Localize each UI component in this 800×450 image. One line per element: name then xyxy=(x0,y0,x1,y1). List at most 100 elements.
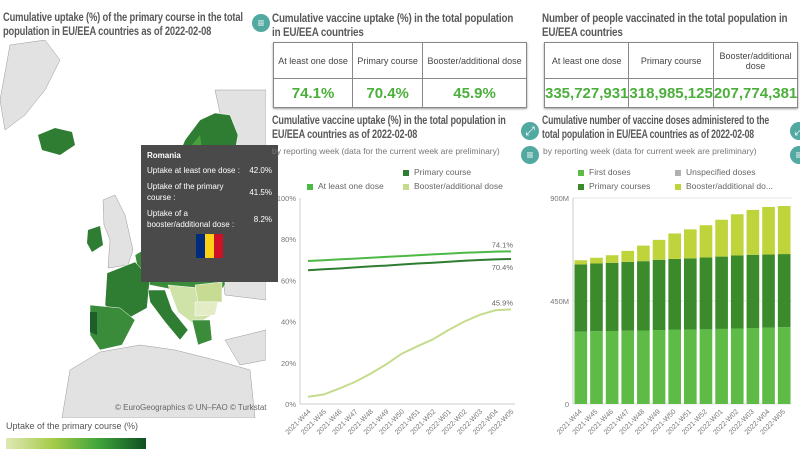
y-tick-label: 0 xyxy=(565,400,569,409)
uptake-table: At least one dose Primary course Booster/a… xyxy=(272,42,527,108)
legend-label: Booster/additional do... xyxy=(686,181,773,191)
greenland-shape xyxy=(0,40,61,131)
value-cell: 70.4% xyxy=(352,78,424,108)
bar-segment xyxy=(715,219,728,257)
header-cell: At least one dose xyxy=(543,42,630,79)
bar-segment xyxy=(730,328,744,404)
bar-segment xyxy=(777,206,791,255)
bar-segment xyxy=(668,258,681,330)
bar-segment xyxy=(715,256,728,329)
y-tick-label: 900M xyxy=(550,194,569,203)
bar-segment xyxy=(590,257,603,264)
legend-item[interactable]: Primary course xyxy=(403,167,471,177)
header-cell: Booster/additional dose xyxy=(712,42,799,79)
people-table-title: Number of people vaccinated in the total… xyxy=(542,11,788,39)
tooltip-label: Uptake at least one dose : xyxy=(147,166,240,175)
value-cell: 335,727,931 xyxy=(543,78,630,108)
legend-label: Unspecified doses xyxy=(686,167,756,177)
bar-segment xyxy=(746,209,760,255)
expand-icon[interactable]: ⤢ xyxy=(521,122,539,140)
legend-label: Primary course xyxy=(414,167,472,177)
people-table: At least one dose Primary course Booster/a… xyxy=(543,42,799,108)
bar-segment xyxy=(652,239,666,260)
tooltip-row: Uptake of the primary course : 41.5% xyxy=(147,181,272,203)
bar-segment xyxy=(699,257,713,330)
header-cell: Primary course xyxy=(352,42,424,79)
bar-segment xyxy=(652,259,666,331)
header-cell: Booster/additional dose xyxy=(422,42,527,79)
bar-segment xyxy=(746,254,760,329)
bar-segment xyxy=(668,233,681,259)
y-tick-label: 100% xyxy=(277,194,297,203)
bar-segment xyxy=(590,263,603,332)
line-chart-title: Cumulative vaccine uptake (%) in the tot… xyxy=(272,113,506,141)
bar-segment xyxy=(684,258,697,330)
legend-item[interactable]: Booster/additional do... xyxy=(675,181,773,191)
bar-segment xyxy=(684,329,697,404)
tooltip-row: Uptake of a booster/additional dose : 8.2… xyxy=(147,208,272,230)
legend-label: Primary courses xyxy=(589,181,651,191)
legend-item[interactable]: Primary courses xyxy=(578,181,650,191)
bar-segment xyxy=(590,331,603,404)
bar-segment xyxy=(715,328,728,404)
bar-segment xyxy=(668,329,681,404)
y-tick-label: 80% xyxy=(281,235,296,244)
tooltip-row: Uptake at least one dose : 42.0% xyxy=(147,165,272,176)
tooltip-value: 41.5% xyxy=(249,187,272,197)
bar-segment xyxy=(605,255,619,263)
y-tick-label: 0% xyxy=(285,400,296,409)
bar-segment xyxy=(777,254,791,328)
map-legend-gradient xyxy=(6,438,146,449)
legend-label: At least one dose xyxy=(318,181,384,191)
tooltip-label: Uptake of the primary course : xyxy=(147,182,224,202)
legend-item[interactable]: At least one dose xyxy=(307,181,384,191)
data-label: 45.9% xyxy=(492,298,514,307)
line-chart[interactable]: 0%20%40%60%80%100%2021-W442021-W452021-W… xyxy=(270,192,525,450)
legend-item[interactable]: First doses xyxy=(578,167,631,177)
y-tick-label: 20% xyxy=(281,359,296,368)
bar-segment xyxy=(746,328,760,404)
bar-segment xyxy=(574,331,588,404)
bar-segment xyxy=(762,206,775,255)
bar-segment xyxy=(637,261,650,331)
data-label: 74.1% xyxy=(492,240,514,249)
expand-icon[interactable]: ⤢ xyxy=(790,122,800,140)
bar-segment xyxy=(652,330,666,404)
y-tick-label: 40% xyxy=(281,318,296,327)
bar-segment xyxy=(621,330,635,404)
bar-segment xyxy=(605,262,619,331)
series-line-at-least-one-dose xyxy=(307,250,512,262)
bar-segment xyxy=(621,250,635,262)
bar-chart-title: Cumulative number of vaccine doses admin… xyxy=(542,113,770,141)
menu-icon[interactable]: ≡ xyxy=(252,14,270,32)
bar-segment xyxy=(777,327,791,404)
map-tooltip: Romania Uptake at least one dose :42.0% … xyxy=(141,145,278,282)
y-tick-label: 450M xyxy=(550,297,569,306)
series-line-primary-course xyxy=(307,258,512,272)
bar-chart-subtitle: by reporting week (data for current week… xyxy=(543,146,757,156)
bar-segment xyxy=(762,254,775,328)
y-tick-label: 60% xyxy=(281,276,296,285)
map-legend-title: Uptake of the primary course (%) xyxy=(6,421,139,431)
bar-segment xyxy=(699,329,713,404)
data-label: 70.4% xyxy=(492,263,514,272)
tooltip-value: 42.0% xyxy=(249,166,272,175)
header-cell: At least one dose xyxy=(272,42,354,79)
romania-shape xyxy=(194,281,223,303)
bar-segment xyxy=(699,225,713,258)
menu-icon[interactable]: ≡ xyxy=(790,146,800,164)
legend-item[interactable]: Unspecified doses xyxy=(675,167,755,177)
menu-icon[interactable]: ≡ xyxy=(521,146,539,164)
bar-segment xyxy=(684,229,697,259)
header-cell: Primary course xyxy=(628,42,714,79)
tooltip-value: 8.2% xyxy=(253,214,272,224)
bar-segment xyxy=(605,330,619,404)
line-chart-subtitle: by reporting week (data for the current … xyxy=(272,146,500,156)
value-cell: 45.9% xyxy=(422,78,527,108)
iceland-shape xyxy=(38,128,75,155)
bar-chart[interactable]: 0450M900M2021-W442021-W452021-W462021-W4… xyxy=(540,192,800,450)
legend-label: First doses xyxy=(589,167,631,177)
legend-item[interactable]: Booster/additional dose xyxy=(403,181,503,191)
bar-segment xyxy=(730,214,744,256)
tooltip-country: Romania xyxy=(147,151,181,160)
